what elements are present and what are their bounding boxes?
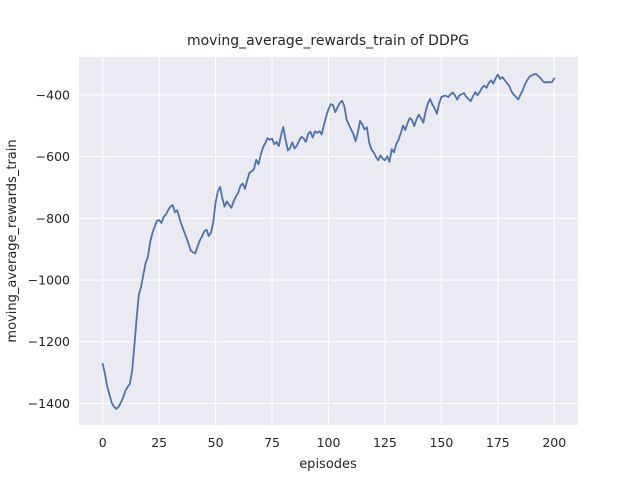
y-tick-label: −1400: [28, 396, 70, 411]
y-tick-label: −1000: [28, 273, 70, 288]
x-tick-label: 25: [151, 435, 167, 450]
x-tick-label: 200: [542, 435, 566, 450]
x-tick-label: 75: [264, 435, 280, 450]
x-tick-label: 150: [429, 435, 453, 450]
x-tick-label: 125: [373, 435, 397, 450]
y-tick-label: −800: [36, 211, 70, 226]
x-tick-label: 175: [486, 435, 510, 450]
gridlines: [79, 57, 578, 425]
x-tick-label: 100: [317, 435, 341, 450]
chart-title: moving_average_rewards_train of DDPG: [187, 33, 469, 49]
x-axis-label: episodes: [299, 457, 357, 472]
y-axis-label: moving_average_rewards_train: [5, 139, 20, 342]
x-tick-label: 0: [99, 435, 107, 450]
x-tick-labels: 0 25 50 75 100 125 150 175 200: [99, 435, 567, 450]
x-tick-label: 50: [208, 435, 224, 450]
data-line: [101, 73, 556, 410]
y-tick-labels: −400 −600 −800 −1000 −1200 −1400: [28, 87, 70, 410]
y-tick-label: −1200: [28, 334, 70, 349]
y-tick-label: −400: [36, 87, 70, 102]
y-tick-label: −600: [36, 149, 70, 164]
